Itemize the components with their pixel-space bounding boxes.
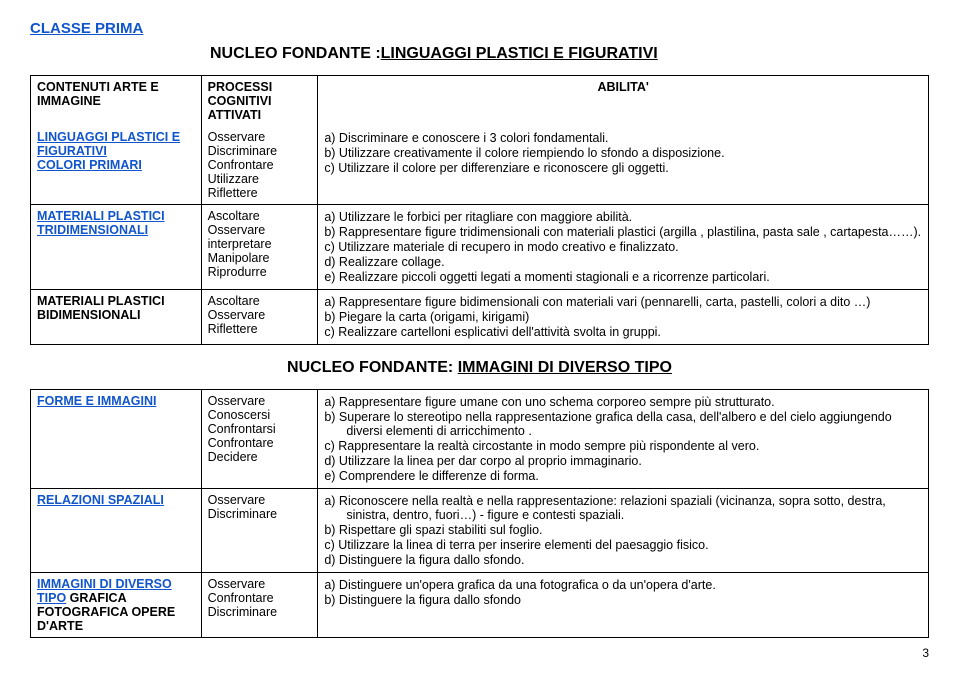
row-col1: FORME E IMMAGINI <box>31 390 202 489</box>
abilita-item: b) Piegare la carta (origami, kirigami) <box>324 310 922 324</box>
abilita-item: a) Rappresentare figure bidimensionali c… <box>324 295 922 309</box>
nucleo2-suffix: IMMAGINI DI DIVERSO TIPO <box>458 359 672 376</box>
abilita-item: a) Discriminare e conoscere i 3 colori f… <box>324 131 922 145</box>
abilita-item: c) Utilizzare materiale di recupero in m… <box>324 240 922 254</box>
abilita-item: a) Riconoscere nella realtà e nella rapp… <box>324 494 922 522</box>
row-col2: Osservare Conoscersi Confrontarsi Confro… <box>201 390 318 489</box>
table-row: LINGUAGGI PLASTICI E FIGURATIVICOLORI PR… <box>31 126 929 205</box>
table1-head-col2: PROCESSI COGNITIVI ATTIVATI <box>201 76 318 127</box>
abilita-item: e) Realizzare piccoli oggetti legati a m… <box>324 270 922 284</box>
row-col2: Osservare Confrontare Discriminare <box>201 573 318 638</box>
row-col1: RELAZIONI SPAZIALI <box>31 489 202 573</box>
row-col1: LINGUAGGI PLASTICI E FIGURATIVICOLORI PR… <box>31 126 202 205</box>
table-row: RELAZIONI SPAZIALIOsservare Discriminare… <box>31 489 929 573</box>
abilita-item: b) Distinguere la figura dallo sfondo <box>324 593 922 607</box>
abilita-item: d) Utilizzare la linea per dar corpo al … <box>324 454 922 468</box>
abilita-item: a) Distinguere un'opera grafica da una f… <box>324 578 922 592</box>
nucleo-fondante-2: NUCLEO FONDANTE: IMMAGINI DI DIVERSO TIP… <box>30 359 929 377</box>
table1-head-col3: ABILITA' <box>318 76 929 127</box>
abilita-item: b) Superare lo stereotipo nella rapprese… <box>324 410 922 438</box>
abilita-item: a) Utilizzare le forbici per ritagliare … <box>324 210 922 224</box>
table-row: MATERIALI PLASTICI BIDIMENSIONALIAscolta… <box>31 290 929 345</box>
abilita-item: b) Rispettare gli spazi stabiliti sul fo… <box>324 523 922 537</box>
page-number: 3 <box>30 646 929 660</box>
row-col1: MATERIALI PLASTICI BIDIMENSIONALI <box>31 290 202 345</box>
page-header: CLASSE PRIMA NUCLEO FONDANTE :LINGUAGGI … <box>30 20 929 63</box>
row-col2: Ascoltare Osservare interpretare Manipol… <box>201 205 318 290</box>
abilita-item: a) Rappresentare figure umane con uno sc… <box>324 395 922 409</box>
row-col1: IMMAGINI DI DIVERSO TIPO GRAFICA FOTOGRA… <box>31 573 202 638</box>
row-col1: MATERIALI PLASTICI TRIDIMENSIONALI <box>31 205 202 290</box>
table-row: FORME E IMMAGINIOsservare Conoscersi Con… <box>31 390 929 489</box>
nucleo2-prefix: NUCLEO FONDANTE: <box>287 359 458 376</box>
row-col3: a) Rappresentare figure umane con uno sc… <box>318 390 929 489</box>
row-col2: Ascoltare Osservare Riflettere <box>201 290 318 345</box>
table-row: IMMAGINI DI DIVERSO TIPO GRAFICA FOTOGRA… <box>31 573 929 638</box>
row-col3: a) Discriminare e conoscere i 3 colori f… <box>318 126 929 205</box>
abilita-item: c) Utilizzare il colore per differenziar… <box>324 161 922 175</box>
abilita-item: b) Utilizzare creativamente il colore ri… <box>324 146 922 160</box>
table-2: FORME E IMMAGINIOsservare Conoscersi Con… <box>30 389 929 638</box>
nucleo-fondante-1: NUCLEO FONDANTE :LINGUAGGI PLASTICI E FI… <box>30 45 929 63</box>
row-col3: a) Utilizzare le forbici per ritagliare … <box>318 205 929 290</box>
row-col3: a) Rappresentare figure bidimensionali c… <box>318 290 929 345</box>
row-col2: Osservare Discriminare <box>201 489 318 573</box>
row-col2: Osservare Discriminare Confrontare Utili… <box>201 126 318 205</box>
row-col3: a) Distinguere un'opera grafica da una f… <box>318 573 929 638</box>
table-row: MATERIALI PLASTICI TRIDIMENSIONALIAscolt… <box>31 205 929 290</box>
table1-header-row: CONTENUTI ARTE E IMMAGINE PROCESSI COGNI… <box>31 76 929 127</box>
abilita-item: c) Realizzare cartelloni esplicativi del… <box>324 325 922 339</box>
row-col3: a) Riconoscere nella realtà e nella rapp… <box>318 489 929 573</box>
nucleo1-suffix: LINGUAGGI PLASTICI E FIGURATIVI <box>381 45 658 62</box>
table-1: CONTENUTI ARTE E IMMAGINE PROCESSI COGNI… <box>30 75 929 345</box>
abilita-item: c) Utilizzare la linea di terra per inse… <box>324 538 922 552</box>
abilita-item: d) Realizzare collage. <box>324 255 922 269</box>
nucleo1-prefix: NUCLEO FONDANTE : <box>210 45 381 62</box>
abilita-item: b) Rappresentare figure tridimensionali … <box>324 225 922 239</box>
abilita-item: e) Comprendere le differenze di forma. <box>324 469 922 483</box>
classe-title: CLASSE PRIMA <box>30 20 929 37</box>
abilita-item: c) Rappresentare la realtà circostante i… <box>324 439 922 453</box>
table1-head-col1: CONTENUTI ARTE E IMMAGINE <box>31 76 202 127</box>
abilita-item: d) Distinguere la figura dallo sfondo. <box>324 553 922 567</box>
